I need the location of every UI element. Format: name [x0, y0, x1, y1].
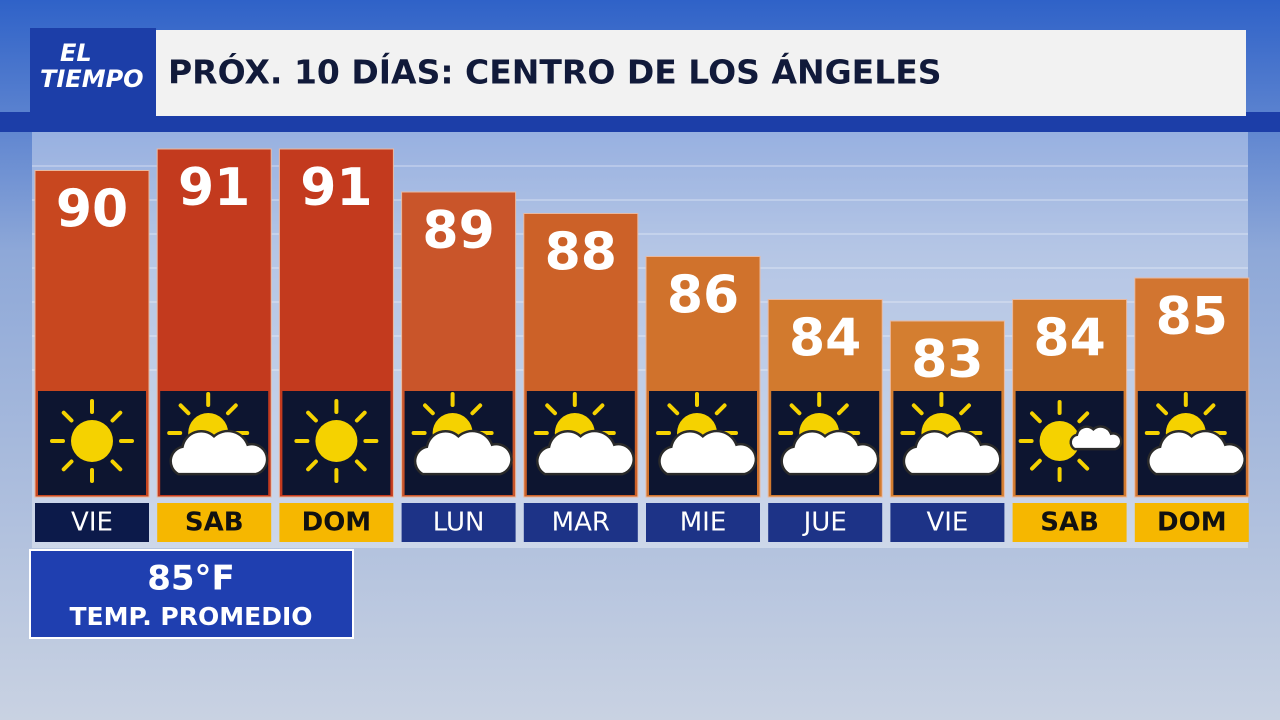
- day-label-box: [279, 503, 394, 542]
- sun: [71, 420, 113, 462]
- sun-ray: [61, 459, 74, 472]
- cloud: [902, 429, 1002, 476]
- average-value: 85°F: [147, 559, 235, 599]
- day-label: SAB: [185, 508, 244, 538]
- sun-ray: [1203, 403, 1216, 416]
- sun-ray: [1077, 411, 1090, 424]
- sun-ray: [911, 403, 924, 416]
- logo-line: TIEMPO: [40, 65, 144, 93]
- day-label-box: [890, 503, 1005, 542]
- day-label: JUE: [802, 508, 847, 538]
- day-label-box: [1134, 503, 1249, 542]
- header-stripe: [0, 112, 1280, 132]
- sun-ray: [110, 410, 123, 423]
- day-label: VIE: [926, 508, 968, 538]
- cloud: [169, 429, 269, 476]
- value-label: 91: [178, 158, 250, 218]
- cloud: [1147, 429, 1246, 476]
- day-label-box: [1012, 503, 1127, 542]
- sun-ray: [470, 403, 483, 416]
- day-label: VIE: [71, 508, 113, 538]
- value-label: 84: [789, 309, 861, 369]
- sun-ray: [306, 410, 318, 423]
- value-label: 89: [422, 201, 494, 261]
- sun-ray: [1030, 458, 1042, 471]
- day-label-box: [157, 503, 272, 542]
- value-label: 91: [300, 158, 372, 218]
- sun-ray: [1156, 403, 1169, 416]
- sun-ray: [306, 459, 318, 472]
- cloud: [780, 429, 880, 476]
- day-label: MIE: [680, 508, 727, 538]
- day-label: LUN: [433, 508, 485, 538]
- day-label-box: [646, 503, 760, 542]
- sun: [315, 420, 358, 462]
- sun-ray: [592, 403, 605, 416]
- sun-ray: [225, 403, 238, 416]
- sun-ray: [354, 459, 367, 472]
- value-label: 88: [545, 223, 617, 283]
- day-label: DOM: [1157, 508, 1227, 538]
- cloud: [1069, 425, 1123, 451]
- sun-ray: [354, 410, 367, 423]
- sun-ray: [959, 403, 971, 416]
- sun-ray: [836, 403, 849, 416]
- day-label: SAB: [1040, 508, 1099, 538]
- value-label: 83: [911, 330, 983, 390]
- sun-ray: [423, 403, 435, 416]
- sun-ray: [789, 403, 802, 416]
- average-box: [29, 549, 354, 639]
- day-label: MAR: [552, 508, 610, 538]
- value-label: 90: [56, 180, 128, 240]
- day-label-box: [523, 503, 638, 542]
- average-label: TEMP. PROMEDIO: [69, 602, 312, 631]
- sun-ray: [110, 459, 123, 472]
- sun-ray: [178, 403, 191, 416]
- logo-line: EL: [60, 39, 92, 67]
- sun-ray: [1077, 458, 1090, 471]
- value-label: 84: [1033, 309, 1105, 369]
- sun-ray: [667, 403, 680, 416]
- sun-ray: [1030, 411, 1042, 424]
- sun-ray: [61, 410, 74, 423]
- chart-title: PRÓX. 10 DÍAS: CENTRO DE LOS ÁNGELES: [168, 52, 942, 92]
- day-label: DOM: [302, 508, 372, 538]
- sun: [1039, 421, 1080, 461]
- cloud: [658, 429, 758, 476]
- sun-ray: [545, 403, 558, 416]
- day-label-box: [768, 503, 883, 542]
- day-label-box: [35, 503, 149, 542]
- cloud: [536, 429, 635, 476]
- value-label: 85: [1156, 287, 1228, 347]
- cloud: [413, 429, 513, 476]
- title-bar: [156, 30, 1246, 116]
- sun-ray: [714, 403, 727, 416]
- day-label-box: [401, 503, 516, 542]
- value-label: 86: [667, 266, 739, 326]
- logo-box: [30, 28, 156, 116]
